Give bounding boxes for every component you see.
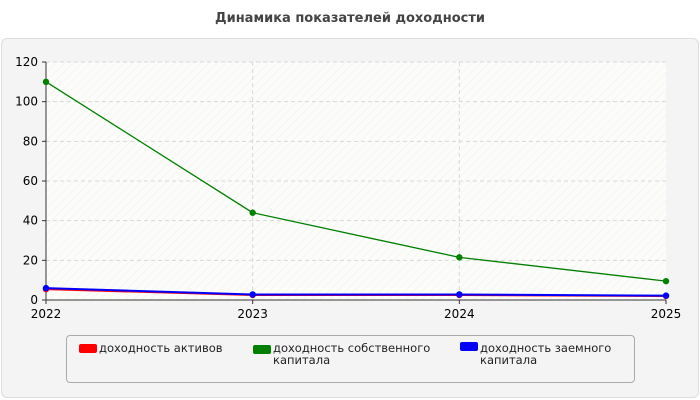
y-tick-label: 0 xyxy=(30,293,38,307)
axes xyxy=(42,61,667,304)
y-tick-label: 80 xyxy=(23,134,38,148)
data-point xyxy=(249,291,256,298)
data-point xyxy=(456,291,463,298)
data-point xyxy=(42,284,50,292)
series-group xyxy=(42,78,670,300)
legend-swatch-green xyxy=(253,345,271,354)
legend: доходность активов доходность собственно… xyxy=(66,335,635,383)
x-tick-label: 2025 xyxy=(651,307,682,321)
y-tick-label: 20 xyxy=(23,253,38,267)
legend-label: доходность активов xyxy=(99,341,223,355)
legend-swatch-blue xyxy=(460,342,478,351)
y-tick-label: 60 xyxy=(23,174,38,188)
y-tick-label: 100 xyxy=(15,95,38,109)
chart-title: Динамика показателей доходности xyxy=(215,11,485,26)
data-point xyxy=(456,254,463,261)
y-tick-label: 120 xyxy=(15,55,38,69)
y-axis-ticks: 0 20 40 60 80 100 120 xyxy=(15,55,38,307)
data-point xyxy=(662,292,670,299)
series-line xyxy=(45,81,667,282)
legend-label: доходность заемного капитала xyxy=(480,341,612,367)
data-point xyxy=(249,209,256,216)
x-tick-label: 2023 xyxy=(237,307,268,321)
x-tick-label: 2022 xyxy=(31,307,62,321)
data-point xyxy=(662,277,670,285)
series-line xyxy=(45,287,667,297)
legend-swatch-red xyxy=(79,344,97,353)
legend-label: доходность собственного капитала xyxy=(273,341,431,367)
x-tick-label: 2024 xyxy=(444,307,475,321)
y-tick-label: 40 xyxy=(23,214,38,228)
x-axis-ticks: 2022 2023 2024 2025 xyxy=(31,307,682,321)
data-point xyxy=(42,78,50,86)
